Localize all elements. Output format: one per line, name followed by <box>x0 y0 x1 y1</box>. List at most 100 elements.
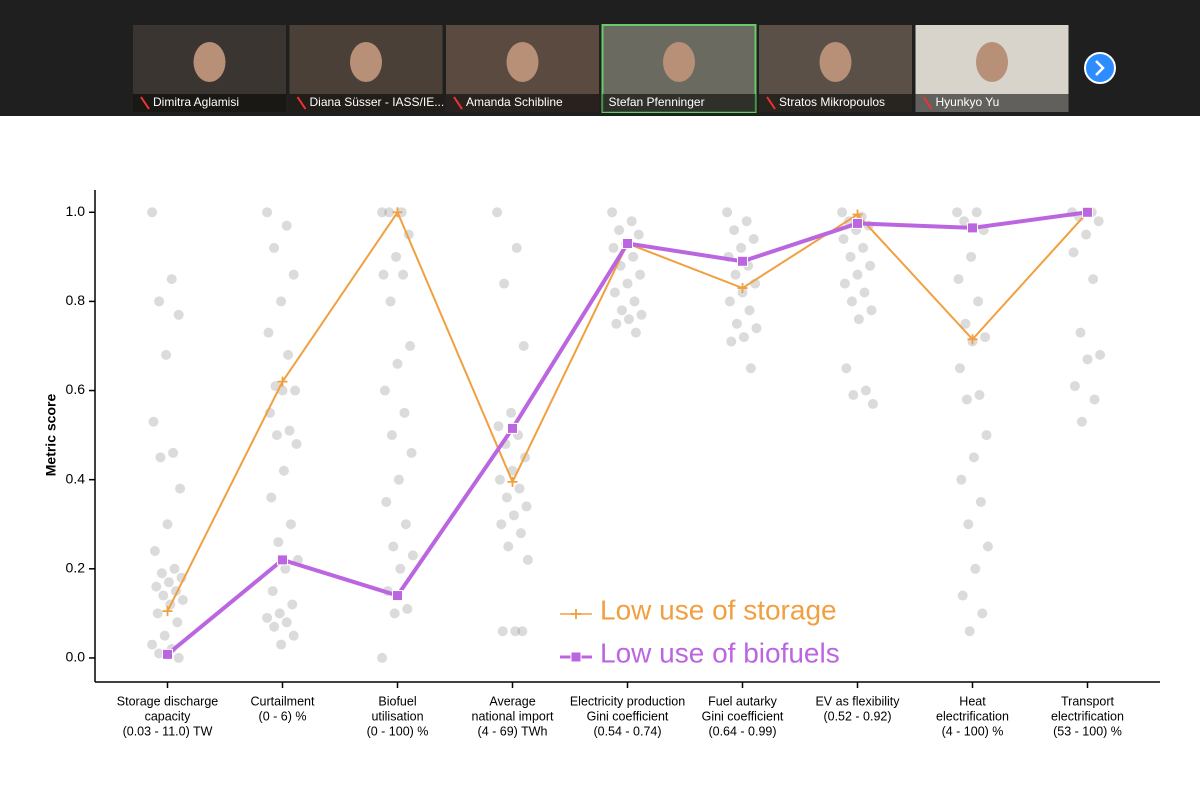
scatter-point <box>168 447 179 458</box>
scatter-point <box>274 608 285 619</box>
x-tick-label: Electricity production <box>570 694 685 708</box>
participant-head <box>506 42 539 82</box>
scatter-point <box>499 278 510 289</box>
scatter-point <box>839 278 850 289</box>
square-marker <box>570 651 582 663</box>
scatter-point <box>290 385 301 396</box>
scatter-point <box>377 207 388 218</box>
name-bg <box>602 94 756 112</box>
scatter-point <box>283 349 294 360</box>
scatter-point <box>517 626 528 637</box>
scatter-point <box>859 287 870 298</box>
scatter-point <box>964 626 975 637</box>
x-tick-label: Biofuel <box>378 694 416 708</box>
scatter-point <box>263 327 274 338</box>
x-tick-label: Transport <box>1061 694 1115 708</box>
y-tick-label: 0.4 <box>66 470 86 486</box>
scatter-point <box>395 563 406 574</box>
x-tick-label: (4 - 69) TWh <box>478 724 548 738</box>
scatter-point <box>731 318 742 329</box>
scatter-point <box>492 207 503 218</box>
scatter-point <box>974 390 985 400</box>
scatter-point <box>981 430 992 441</box>
legend-label: Low use of storage <box>600 594 837 625</box>
scatter-point <box>148 416 159 427</box>
scatter-point <box>172 617 183 628</box>
x-tick-label: Gini coefficient <box>587 709 669 723</box>
scatter-point <box>1075 327 1086 338</box>
scatter-point <box>616 305 627 316</box>
series-line <box>166 210 1089 612</box>
plus-marker <box>162 606 173 617</box>
x-tick-label: (4 - 100) % <box>942 724 1004 738</box>
scatter-point <box>722 207 733 218</box>
x-tick-label: (0 - 6) % <box>259 709 307 723</box>
scatter-point <box>273 537 284 548</box>
participant-head <box>663 42 695 82</box>
participant-head <box>350 42 382 82</box>
scatter-point <box>1088 274 1099 285</box>
scatter-point <box>381 496 392 507</box>
scatter-point <box>1095 349 1106 360</box>
x-tick-label: electrification <box>936 709 1009 723</box>
scatter-point <box>156 568 167 579</box>
square-marker <box>852 217 863 229</box>
scatter-point <box>626 216 637 227</box>
participant-name: Amanda Schibline <box>466 95 563 109</box>
scatter-point <box>848 390 859 400</box>
scatter-point <box>608 242 619 253</box>
y-tick-label: 0.8 <box>66 292 86 308</box>
scatter-point <box>611 318 622 329</box>
scatter-point <box>522 554 533 565</box>
scatter-point <box>629 296 640 307</box>
scatter-point <box>159 630 170 641</box>
x-tick-label: Fuel autarky <box>708 694 778 708</box>
scatter-point <box>866 305 877 316</box>
scatter-point <box>501 492 512 503</box>
scatter-point <box>738 332 749 343</box>
scatter-point <box>1069 381 1080 392</box>
scatter-point <box>1093 216 1104 227</box>
scatter-point <box>276 296 287 307</box>
scatter-point <box>287 599 298 610</box>
next-button[interactable] <box>1084 52 1116 84</box>
scatter-point <box>853 314 864 325</box>
participant-head <box>819 42 852 82</box>
scatter-point <box>281 617 292 628</box>
scatter-point <box>496 519 507 530</box>
plus-marker <box>737 283 748 294</box>
scatter-point <box>628 251 639 262</box>
scatter-point <box>151 581 162 592</box>
scatter-point <box>736 242 747 253</box>
scatter-point <box>953 274 964 285</box>
scatter-point <box>158 590 169 601</box>
scatter-point <box>845 251 856 262</box>
square-marker <box>737 255 748 267</box>
scatter-point <box>169 563 180 574</box>
scatter-point <box>1089 394 1100 405</box>
scatter-point <box>393 474 404 485</box>
plus-marker <box>967 334 978 345</box>
scatter-point <box>956 474 967 485</box>
scatter-point <box>284 425 295 436</box>
square-marker <box>162 648 173 660</box>
scatter-point <box>400 519 411 530</box>
x-tick-label: (0 - 100) % <box>367 724 429 738</box>
scatter-point <box>970 563 981 574</box>
scatter-point <box>402 603 413 614</box>
muted-icon <box>922 96 933 110</box>
scatter-point <box>966 251 977 262</box>
scatter-point <box>152 608 163 619</box>
scatter-point <box>385 296 396 307</box>
scatter-point <box>405 340 416 351</box>
y-tick-label: 0.0 <box>66 649 86 665</box>
scatter-point <box>1082 354 1093 365</box>
scatter-point <box>838 234 849 245</box>
scatter-point <box>162 519 173 530</box>
scatter-point <box>399 407 410 418</box>
x-tick-label: Heat <box>959 694 986 708</box>
x-tick-label: Average <box>489 694 535 708</box>
x-tick-label: Gini coefficient <box>702 709 784 723</box>
scatter-point <box>623 314 634 325</box>
scatter-point <box>161 349 172 360</box>
